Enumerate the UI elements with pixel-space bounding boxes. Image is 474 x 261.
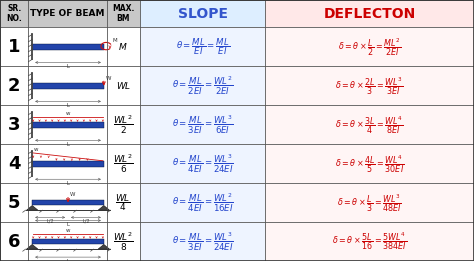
Bar — [0, 183, 28, 222]
Bar — [140, 66, 265, 105]
Text: $\theta=\dfrac{ML}{3EI}=\dfrac{WL^3}{24EI}$: $\theta=\dfrac{ML}{3EI}=\dfrac{WL^3}{24E… — [172, 230, 234, 253]
Text: W: W — [70, 192, 75, 197]
Text: $\theta=\dfrac{ML}{3EI}=\dfrac{WL^3}{6EI}$: $\theta=\dfrac{ML}{3EI}=\dfrac{WL^3}{6EI… — [172, 114, 233, 136]
Text: SR.
NO.: SR. NO. — [6, 4, 22, 23]
Bar — [32, 239, 104, 244]
Text: $\delta=\theta\times\dfrac{L}{3}=\dfrac{WL^3}{48EI}$: $\delta=\theta\times\dfrac{L}{3}=\dfrac{… — [337, 192, 402, 213]
Bar — [140, 27, 265, 66]
Bar — [28, 222, 107, 261]
Text: DEFLECTON: DEFLECTON — [324, 7, 416, 21]
Bar — [107, 66, 140, 105]
Text: $\delta=\theta\times\dfrac{2L}{3}=\dfrac{WL^3}{3EI}$: $\delta=\theta\times\dfrac{2L}{3}=\dfrac… — [336, 75, 404, 97]
Bar — [107, 144, 140, 183]
Bar — [0, 105, 28, 144]
Bar — [32, 122, 104, 128]
Text: $\dfrac{WL^2}{2}$: $\dfrac{WL^2}{2}$ — [113, 114, 134, 136]
Bar — [28, 144, 107, 183]
Text: $\delta=\theta\times\dfrac{L}{2}=\dfrac{ML^2}{2EI}$: $\delta=\theta\times\dfrac{L}{2}=\dfrac{… — [338, 36, 401, 58]
Text: L/2: L/2 — [82, 219, 90, 224]
Text: 6: 6 — [8, 233, 20, 251]
Text: 2: 2 — [8, 77, 20, 95]
Text: L: L — [66, 103, 70, 108]
Bar — [28, 27, 107, 66]
Bar — [107, 105, 140, 144]
Bar — [28, 105, 107, 144]
Text: TYPE OF BEAM: TYPE OF BEAM — [30, 9, 105, 18]
Text: $\dfrac{WL^2}{6}$: $\dfrac{WL^2}{6}$ — [113, 153, 134, 175]
Text: $\delta=\theta\times\dfrac{4L}{5}=\dfrac{WL^4}{30EI}$: $\delta=\theta\times\dfrac{4L}{5}=\dfrac… — [335, 153, 404, 175]
Text: w: w — [66, 111, 70, 116]
Text: 3: 3 — [8, 116, 20, 134]
Bar — [265, 0, 474, 27]
Text: $WL$: $WL$ — [116, 80, 131, 91]
Text: L: L — [66, 181, 70, 186]
Text: M: M — [112, 38, 117, 43]
Bar — [32, 83, 104, 89]
Text: $\theta=\dfrac{ML}{4EI}=\dfrac{WL^3}{24EI}$: $\theta=\dfrac{ML}{4EI}=\dfrac{WL^3}{24E… — [172, 153, 234, 175]
Polygon shape — [98, 205, 109, 210]
Text: L/2: L/2 — [46, 219, 54, 224]
Bar — [265, 144, 474, 183]
Polygon shape — [27, 244, 38, 249]
Text: $\theta=\dfrac{ML}{2EI}=\dfrac{WL^2}{2EI}$: $\theta=\dfrac{ML}{2EI}=\dfrac{WL^2}{2EI… — [172, 75, 233, 97]
Text: SLOPE: SLOPE — [178, 7, 228, 21]
Bar — [265, 105, 474, 144]
Bar — [265, 66, 474, 105]
Bar — [140, 0, 265, 27]
Bar — [265, 222, 474, 261]
Text: 1: 1 — [8, 38, 20, 56]
Text: L: L — [66, 64, 70, 69]
Bar — [107, 27, 140, 66]
Text: W: W — [106, 76, 111, 81]
Text: w: w — [66, 228, 70, 233]
Bar — [0, 0, 28, 27]
Text: $\delta=\theta\times\dfrac{5L}{16}=\dfrac{5WL^4}{384EI}$: $\delta=\theta\times\dfrac{5L}{16}=\dfra… — [332, 230, 407, 252]
Text: $\dfrac{WL^2}{8}$: $\dfrac{WL^2}{8}$ — [113, 230, 134, 253]
Bar — [107, 0, 140, 27]
Text: $\theta=\dfrac{ML}{EI}=\dfrac{ML}{EI}$: $\theta=\dfrac{ML}{EI}=\dfrac{ML}{EI}$ — [176, 37, 229, 57]
Bar — [107, 222, 140, 261]
Text: L: L — [66, 142, 70, 147]
Bar — [140, 222, 265, 261]
Text: $\theta=\dfrac{ML}{4EI}=\dfrac{WL^2}{16EI}$: $\theta=\dfrac{ML}{4EI}=\dfrac{WL^2}{16E… — [172, 192, 234, 214]
Bar — [140, 183, 265, 222]
Bar — [0, 27, 28, 66]
Text: $M$: $M$ — [118, 41, 128, 52]
Bar — [32, 200, 104, 205]
Bar — [0, 222, 28, 261]
Bar — [265, 183, 474, 222]
Bar — [140, 105, 265, 144]
Bar — [0, 66, 28, 105]
Bar — [0, 144, 28, 183]
Polygon shape — [27, 205, 38, 210]
Bar — [140, 144, 265, 183]
Text: w: w — [34, 147, 38, 152]
Text: L: L — [66, 259, 70, 261]
Text: 4: 4 — [8, 155, 20, 173]
Polygon shape — [98, 244, 109, 249]
Bar — [28, 183, 107, 222]
Bar — [28, 0, 107, 27]
Text: $\delta=\theta\times\dfrac{3L}{4}=\dfrac{WL^4}{8EI}$: $\delta=\theta\times\dfrac{3L}{4}=\dfrac… — [336, 114, 404, 136]
Bar — [32, 44, 104, 50]
Text: L: L — [66, 222, 70, 227]
Bar — [107, 183, 140, 222]
Bar — [32, 161, 104, 167]
Bar — [28, 66, 107, 105]
Text: 5: 5 — [8, 194, 20, 212]
Bar — [265, 27, 474, 66]
Text: $\dfrac{WL}{4}$: $\dfrac{WL}{4}$ — [115, 192, 131, 213]
Text: MAX.
BM: MAX. BM — [112, 4, 135, 23]
